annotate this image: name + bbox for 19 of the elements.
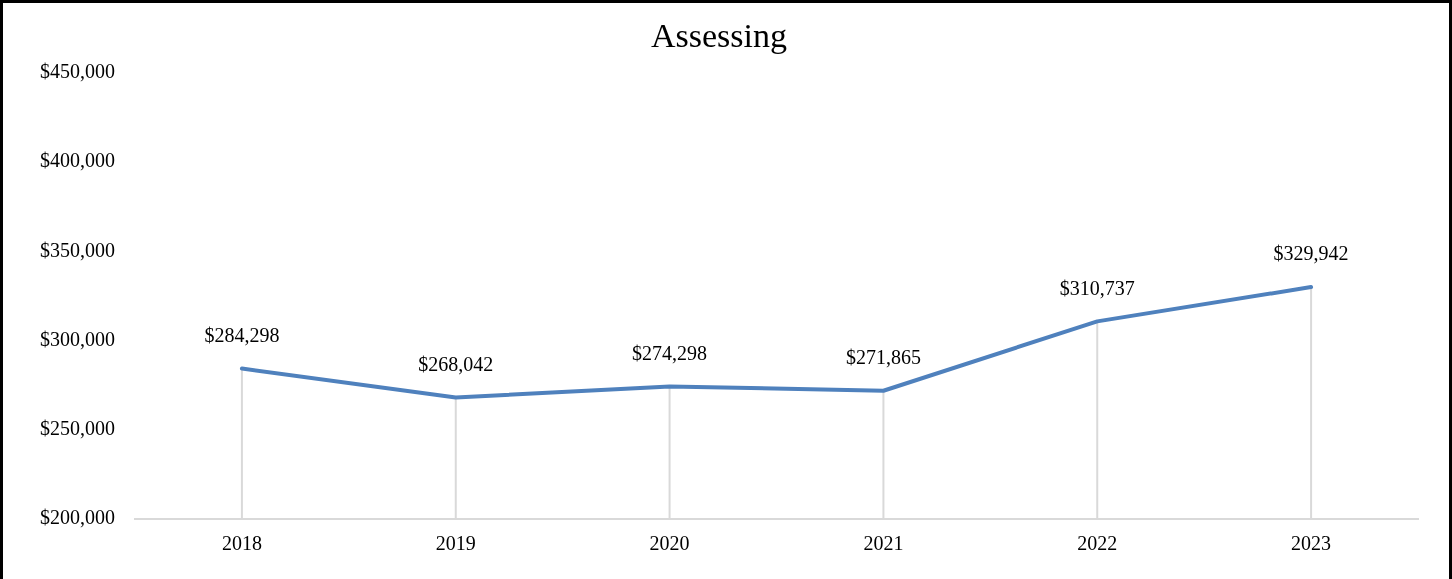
y-tick-label: $350,000	[40, 238, 115, 261]
x-tick-label: 2023	[1291, 532, 1332, 555]
y-tick-label: $300,000	[40, 327, 115, 350]
y-tick-label: $400,000	[40, 149, 115, 172]
text: $268,042	[418, 352, 494, 375]
chart-title: Assessing	[650, 17, 788, 55]
x-tick-label: 2021	[863, 532, 904, 555]
y-tick-label: $200,000	[40, 506, 115, 529]
text: $329,942	[1273, 242, 1349, 265]
y-tick-label: $250,000	[40, 417, 115, 440]
text: $271,865	[845, 345, 921, 368]
x-tick-label: 2019	[435, 532, 476, 555]
y-tick-label: $450,000	[40, 60, 115, 83]
text: $274,298	[632, 341, 708, 364]
x-tick-label: 2020	[649, 532, 690, 555]
x-tick-label: 2022	[1077, 532, 1118, 555]
text: $310,737	[1059, 276, 1135, 299]
x-tick-label: 2018	[221, 532, 262, 555]
text: $284,298	[204, 323, 280, 346]
